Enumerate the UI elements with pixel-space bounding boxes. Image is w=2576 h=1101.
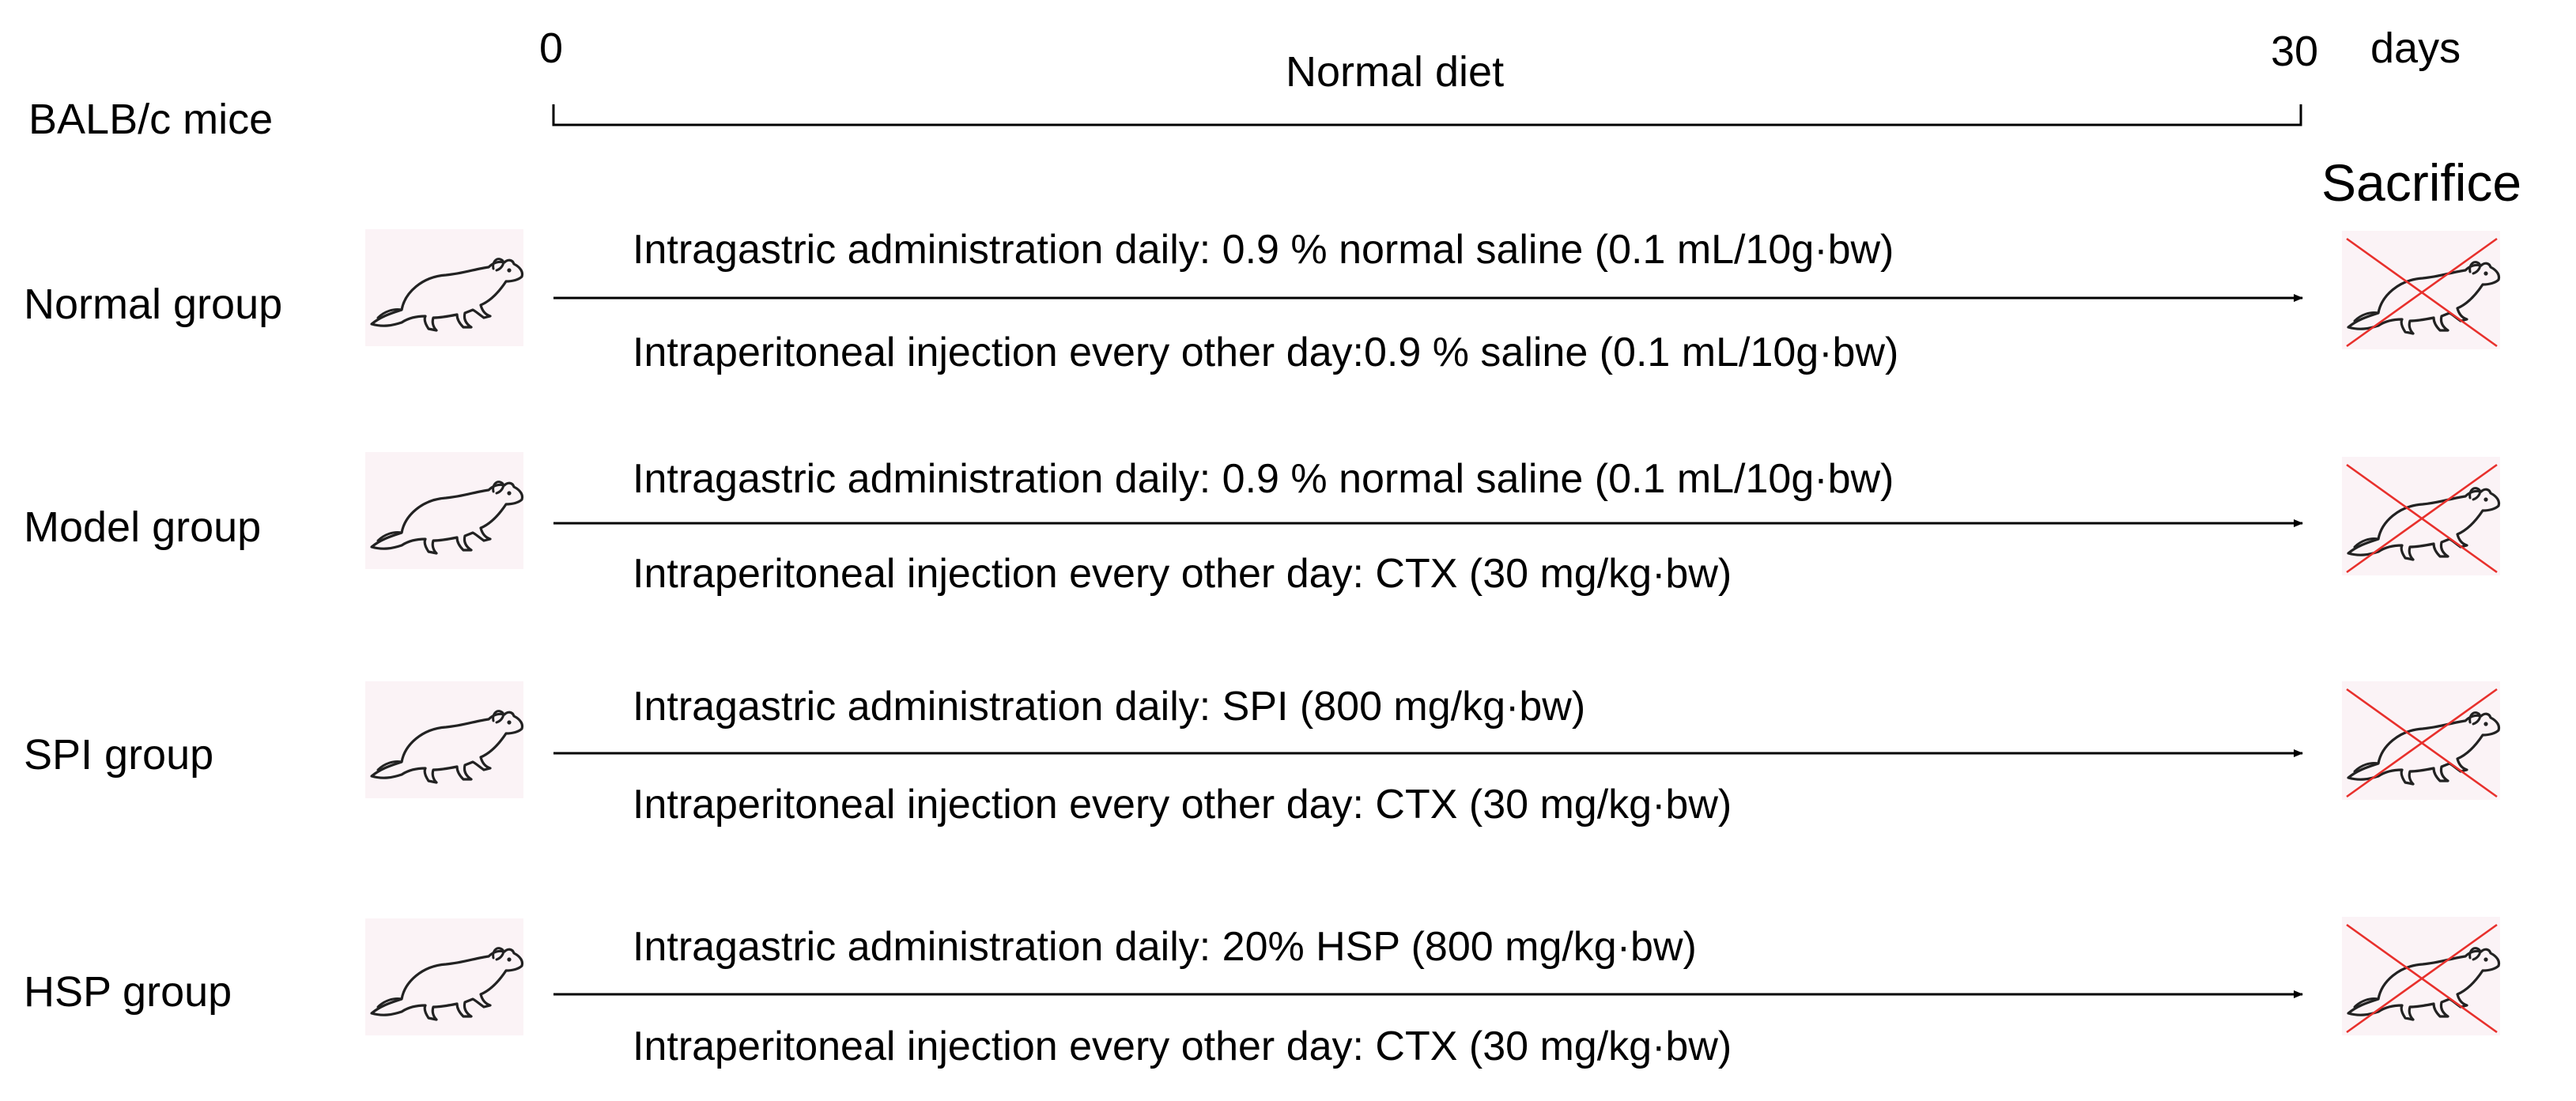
mouse-icon xyxy=(365,918,524,1035)
intraperitoneal-normal: Intraperitoneal injection every other da… xyxy=(633,330,1899,375)
subject-label: BALB/c mice xyxy=(28,96,274,143)
mouse-icon xyxy=(365,452,524,569)
intragastric-hsp: Intragastric administration daily: 20% H… xyxy=(633,924,1697,970)
normal-diet-bracket xyxy=(552,104,2302,126)
crossed-out-mouse-icon xyxy=(2342,917,2501,1035)
intragastric-spi: Intragastric administration daily: SPI (… xyxy=(633,684,1586,730)
crossed-out-mouse-icon xyxy=(2342,457,2501,575)
timeline-end-label: 30 xyxy=(2271,28,2319,75)
group-name-normal: Normal group xyxy=(24,281,283,328)
crossed-out-mouse-icon xyxy=(2342,681,2501,800)
group-name-hsp: HSP group xyxy=(24,968,232,1016)
intragastric-model: Intragastric administration daily: 0.9 %… xyxy=(633,456,1894,502)
crossed-out-mouse-icon xyxy=(2342,231,2501,349)
sacrifice-label: Sacrifice xyxy=(2321,153,2522,212)
intraperitoneal-hsp: Intraperitoneal injection every other da… xyxy=(633,1024,1732,1069)
intraperitoneal-spi: Intraperitoneal injection every other da… xyxy=(633,782,1732,828)
intragastric-normal: Intragastric administration daily: 0.9 %… xyxy=(633,227,1894,273)
timeline-start-label: 0 xyxy=(539,25,564,72)
mouse-icon xyxy=(365,229,524,346)
normal-diet-label: Normal diet xyxy=(1286,48,1505,96)
intraperitoneal-model: Intraperitoneal injection every other da… xyxy=(633,551,1732,597)
timeline-unit-label: days xyxy=(2370,25,2461,72)
group-name-spi: SPI group xyxy=(24,731,214,779)
group-name-model: Model group xyxy=(24,503,262,551)
mouse-icon xyxy=(365,681,524,798)
